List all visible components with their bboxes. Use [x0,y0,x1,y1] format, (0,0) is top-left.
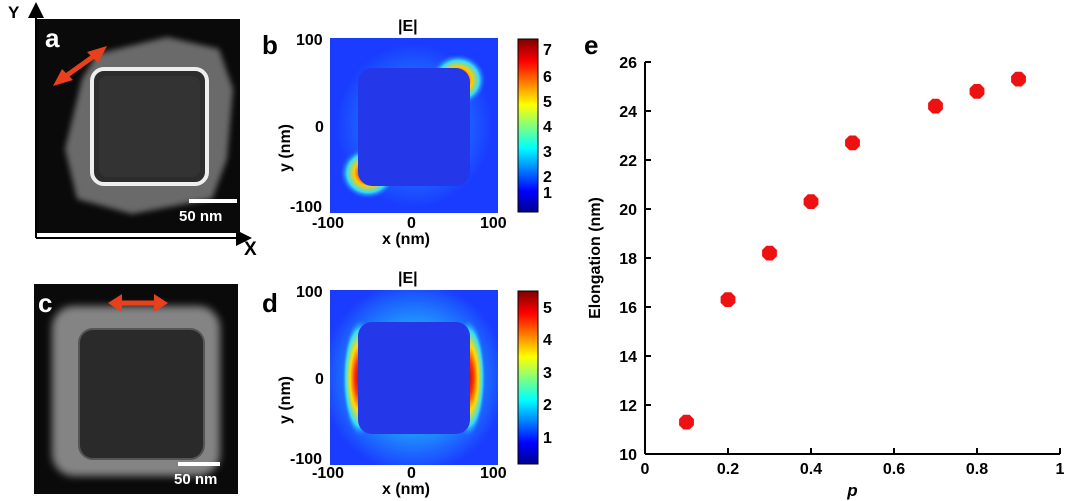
polarization-arrow-a [53,46,107,86]
y-tick-label: 26 [619,55,637,72]
y-axis-label: Elongation (nm) [587,197,604,319]
x-tick-label: 0 [641,461,650,478]
y-tick-label: 20 [619,202,637,219]
colorbar-d-tick: 4 [543,332,552,349]
colorbar-d-tick: 3 [543,365,552,382]
field-d-xlabel: x (nm) [382,481,430,498]
y-tick-label: 16 [619,300,637,317]
panel-label-a: a [45,23,60,53]
sem-image-c: c 50 nm [34,284,238,494]
colorbar-b-tick: 3 [543,144,552,161]
scale-label-c: 50 nm [174,471,218,488]
x-tick-label: 0.4 [800,461,822,478]
field-d-ytick: 0 [315,371,324,388]
x-axis-label: p [846,481,857,500]
panel-label-d: d [262,288,278,318]
data-point [679,414,694,430]
colorbar-b-tick: 6 [543,69,552,86]
panel-label-b: b [262,30,278,60]
field-b-ylabel: y (nm) [277,124,294,172]
field-b-xlabel: x (nm) [382,231,430,248]
colorbar-b-tick: 1 [543,185,552,202]
panel-label-c: c [38,288,53,318]
field-d-xtick: 100 [480,465,507,482]
y-tick-label: 10 [619,447,637,464]
sem-particle-c [52,306,220,476]
colorbar-d-tick: 5 [543,300,552,317]
elongation-chart: 0 0.2 0.4 0.6 0.8 1 10 12 14 16 18 20 22 24 26 p Elongat… [587,55,1065,500]
colorbar-b-tick: 4 [543,119,552,136]
scale-label-a: 50 nm [179,208,223,225]
y-tick-label: 12 [619,398,637,415]
field-b-xtick: 0 [407,215,416,232]
data-point [845,135,860,151]
coordinate-axes [28,2,252,246]
field-map-b [330,38,498,213]
x-tick-label: 0.2 [717,461,739,478]
field-b-ytick: -100 [290,199,323,216]
field-d-ytick: -100 [290,451,323,468]
data-point [720,292,736,307]
x-tick-label: 0.6 [883,461,905,478]
data-point [1011,71,1026,87]
x-tick-label: 0.8 [966,461,988,478]
colorbar-b-tick: 5 [543,94,552,111]
scale-bar-c [178,462,220,466]
colorbar-b-tick: 2 [543,169,552,186]
data-point [928,98,943,114]
y-axis-letter: Y [8,3,20,22]
y-tick-label: 22 [619,153,637,170]
x-axis-letter: X [244,239,257,260]
field-b-xtick: -100 [312,215,345,232]
x-tick-label: 1 [1056,461,1065,478]
field-d-xtick: -100 [312,465,345,482]
y-tick-label: 24 [619,104,637,121]
field-title-d: |E| [398,270,418,287]
field-d-xtick: 0 [407,465,416,482]
field-d-ytick: 100 [296,284,323,301]
data-point [762,245,777,261]
colorbar-d-tick: 1 [543,430,552,447]
data-point [969,84,985,99]
panel-label-e: e [584,30,599,60]
y-tick-label: 14 [619,349,637,366]
sem-particle-a [65,37,233,214]
scale-bar-a [189,199,237,203]
data-point [803,194,819,209]
sem-image-a: a 50 nm [37,19,240,233]
y-tick-label: 18 [619,251,637,268]
field-b-ytick: 0 [315,119,324,136]
field-b-ytick: 100 [296,32,323,49]
colorbar-b [517,38,539,213]
field-b-xtick: 100 [480,215,507,232]
polarization-arrow-c [108,294,168,312]
field-map-d [330,290,498,465]
colorbar-d [517,290,539,465]
field-d-ylabel: y (nm) [277,376,294,424]
colorbar-d-tick: 2 [543,397,552,414]
colorbar-b-tick: 7 [543,42,552,59]
field-title-b: |E| [398,18,418,35]
